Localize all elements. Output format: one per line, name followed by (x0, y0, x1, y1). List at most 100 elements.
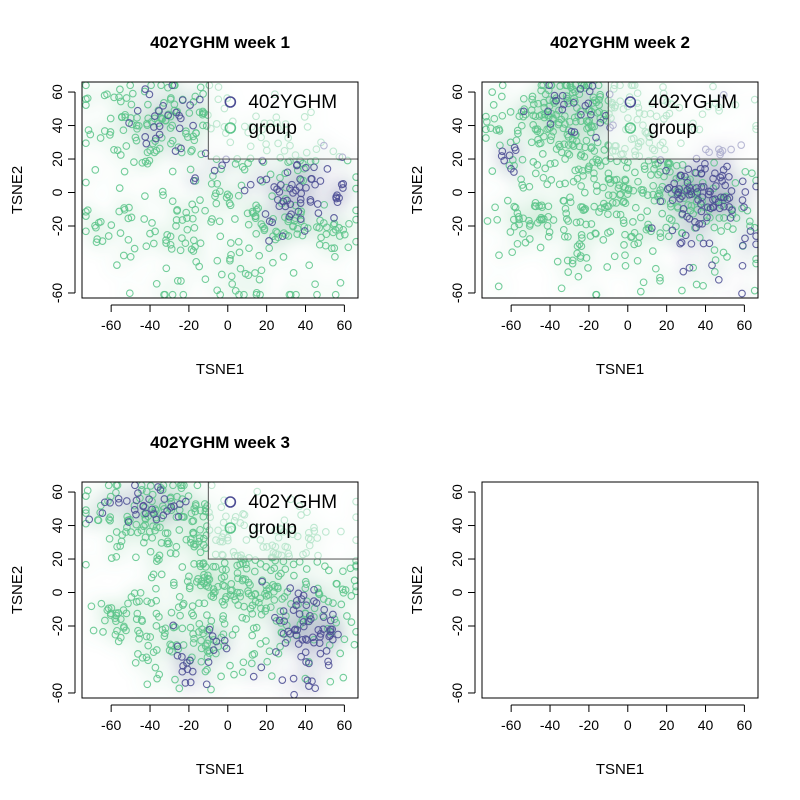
data-point (492, 126, 501, 134)
data-point (329, 610, 337, 619)
data-point (286, 584, 295, 592)
data-point (127, 213, 136, 222)
data-point (289, 221, 297, 230)
data-point (251, 269, 259, 277)
data-point (163, 507, 171, 515)
data-point (106, 609, 115, 618)
data-point (519, 107, 528, 116)
data-point (164, 83, 172, 92)
data-point (720, 202, 728, 211)
data-point (315, 240, 324, 249)
data-point (313, 290, 321, 298)
data-point (98, 509, 107, 517)
data-point (143, 597, 151, 606)
density-blob (732, 235, 754, 257)
data-point (227, 250, 235, 259)
data-point (553, 257, 562, 266)
data-point (556, 82, 564, 90)
data-point (146, 547, 155, 556)
data-point (714, 275, 723, 284)
data-point (624, 186, 633, 194)
data-point (491, 203, 499, 212)
data-point (114, 494, 123, 503)
data-point (196, 83, 205, 92)
data-point (595, 208, 603, 216)
data-point (220, 636, 229, 645)
data-point (252, 201, 260, 210)
data-point (217, 672, 225, 681)
x-tick-label: 60 (737, 317, 753, 333)
data-point (570, 94, 578, 103)
y-tick-label: 40 (49, 518, 65, 534)
data-point (621, 261, 630, 270)
data-point (113, 482, 122, 490)
data-point (323, 165, 332, 173)
data-point (147, 82, 155, 90)
data-point (125, 203, 133, 212)
data-point (330, 219, 339, 228)
data-point (110, 93, 118, 102)
data-point (106, 513, 115, 521)
data-point (252, 623, 261, 632)
data-point (558, 91, 567, 100)
data-point (710, 268, 719, 276)
data-point (185, 584, 194, 593)
data-point (166, 494, 175, 503)
data-point (86, 130, 95, 139)
data-point (242, 564, 251, 573)
data-point (234, 237, 243, 246)
data-point (219, 615, 227, 624)
data-point (146, 229, 154, 238)
x-tick-label: -60 (501, 317, 521, 333)
density-blob (166, 200, 188, 222)
density-blob (250, 656, 273, 679)
data-point (687, 190, 696, 199)
data-point (150, 510, 158, 518)
data-point (127, 100, 136, 109)
data-point (238, 613, 247, 622)
data-point (336, 649, 345, 658)
data-point (546, 136, 555, 145)
data-point (577, 242, 586, 251)
plot-frame (81, 481, 359, 699)
data-point (178, 563, 187, 571)
data-point (716, 173, 725, 182)
data-point (695, 233, 704, 242)
data-point (141, 192, 149, 200)
data-point (292, 290, 300, 298)
data-point (508, 248, 517, 257)
data-point (121, 110, 129, 119)
data-point (189, 639, 198, 647)
x-tick-label: -40 (140, 317, 160, 333)
data-point (545, 124, 553, 133)
data-point (278, 232, 287, 241)
data-point (215, 187, 224, 196)
data-point (302, 163, 310, 172)
data-point (681, 172, 689, 181)
data-point (683, 186, 692, 194)
data-point (281, 639, 290, 647)
data-point (562, 209, 571, 218)
data-point (116, 229, 125, 237)
data-point (326, 677, 335, 686)
data-point (564, 268, 573, 276)
data-point (327, 244, 336, 253)
legend-label: group (648, 118, 697, 139)
data-point (537, 213, 546, 222)
data-point (668, 226, 677, 235)
data-point (239, 658, 248, 667)
data-point (242, 615, 251, 623)
data-point (152, 584, 160, 593)
data-point (116, 85, 124, 94)
data-point (152, 596, 161, 605)
data-point (324, 657, 332, 666)
data-point (255, 251, 264, 260)
data-point (267, 672, 276, 680)
data-point (577, 110, 585, 119)
data-point (143, 159, 152, 168)
data-point (199, 560, 207, 568)
data-point (310, 585, 318, 594)
data-point (106, 114, 115, 123)
data-point (543, 221, 552, 230)
data-point (170, 106, 179, 115)
